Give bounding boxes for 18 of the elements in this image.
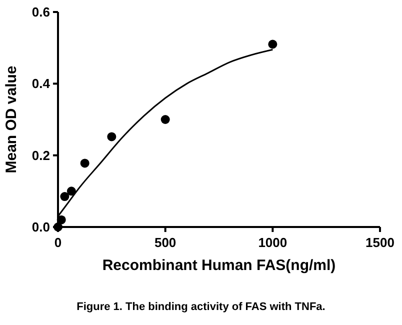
point [160, 115, 170, 124]
x-tick-label: 1500 [366, 235, 394, 250]
x-tick-label: 0 [54, 235, 62, 250]
point [80, 158, 90, 168]
y-tick-label: 0.0 [32, 220, 50, 234]
point [107, 132, 116, 142]
point [268, 40, 278, 49]
caption: Figure 1. The binding activity of FAS with TNFa. [76, 301, 326, 313]
x-axis-title: Recombinant Human FAS(ng/ml) [102, 257, 336, 274]
y-axis-title: Mean OD value [3, 66, 20, 174]
x-tick-label: 1000 [258, 235, 288, 250]
y-tick-label: 0.4 [32, 76, 51, 92]
point [56, 215, 66, 224]
point [60, 192, 70, 202]
point [66, 186, 76, 196]
x-tick-label: 500 [154, 235, 176, 250]
y-tick-label: 0.6 [32, 4, 50, 20]
y-tick-label: 0.2 [32, 148, 50, 163]
